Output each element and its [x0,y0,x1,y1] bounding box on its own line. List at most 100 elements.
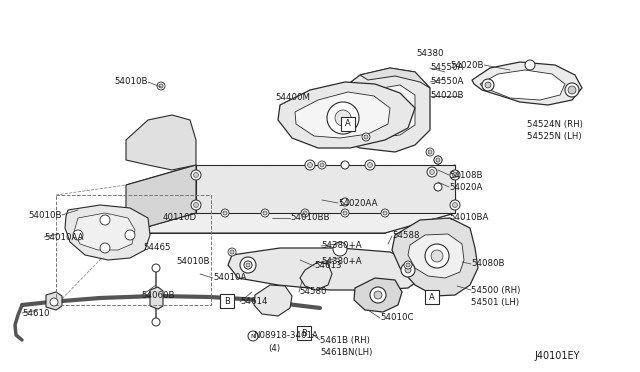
Circle shape [365,160,375,170]
Circle shape [191,170,201,180]
Circle shape [452,202,458,208]
Circle shape [261,209,269,217]
Circle shape [100,215,110,225]
Circle shape [405,267,411,273]
Circle shape [370,287,386,303]
Circle shape [301,209,309,217]
Text: 54580: 54580 [299,288,326,296]
Text: 54010BA: 54010BA [449,214,488,222]
Circle shape [333,242,347,256]
Polygon shape [196,165,455,213]
Circle shape [303,211,307,215]
Circle shape [248,331,258,341]
Circle shape [525,60,535,70]
Circle shape [244,261,252,269]
Text: 54010B: 54010B [115,77,148,87]
Circle shape [565,83,579,97]
Circle shape [431,250,443,262]
Text: 54010B: 54010B [176,257,209,266]
Text: 54020B: 54020B [451,61,484,70]
Polygon shape [126,213,455,233]
Polygon shape [195,165,455,185]
Text: 54500 (RH): 54500 (RH) [471,285,520,295]
Circle shape [335,110,351,126]
Circle shape [450,200,460,210]
Polygon shape [480,70,565,100]
Text: 54060B: 54060B [141,292,175,301]
Polygon shape [354,278,402,312]
Circle shape [152,264,160,272]
Text: 54010BB: 54010BB [290,214,330,222]
Circle shape [429,170,435,174]
Circle shape [428,150,432,154]
Polygon shape [74,213,135,250]
Text: 54613: 54613 [314,262,342,270]
Polygon shape [408,234,464,278]
Polygon shape [472,62,582,105]
Text: 54010AA: 54010AA [44,232,83,241]
Text: 54020AA: 54020AA [338,199,378,208]
Circle shape [73,230,83,240]
Text: N: N [251,334,255,339]
Polygon shape [300,262,332,290]
Circle shape [434,156,442,164]
Circle shape [374,291,382,299]
Polygon shape [126,185,385,233]
Bar [56,195,211,305]
Text: 5461B (RH): 5461B (RH) [320,336,370,344]
Circle shape [307,163,312,167]
Circle shape [191,200,201,210]
Circle shape [341,161,349,169]
Circle shape [381,209,389,217]
Text: 54400M: 54400M [275,93,310,103]
Bar [341,117,355,131]
Polygon shape [340,85,415,138]
Text: 54380: 54380 [416,48,444,58]
Bar [220,294,234,308]
Polygon shape [46,292,62,310]
Circle shape [223,211,227,215]
Circle shape [401,263,415,277]
Circle shape [404,261,412,269]
Circle shape [240,257,256,273]
Text: 5461BN(LH): 5461BN(LH) [320,347,372,356]
Circle shape [425,244,449,268]
Polygon shape [228,248,422,290]
Circle shape [230,250,234,254]
Circle shape [320,163,324,167]
Text: B: B [301,328,307,337]
Text: 54010B: 54010B [29,211,62,219]
Circle shape [482,79,494,91]
Polygon shape [325,68,430,152]
Polygon shape [278,82,415,148]
Circle shape [100,243,110,253]
Circle shape [450,170,460,180]
Polygon shape [392,218,478,296]
Text: 54108B: 54108B [449,170,483,180]
Text: 54550A: 54550A [430,64,463,73]
Text: B: B [224,296,230,305]
Text: 54524N (RH): 54524N (RH) [527,119,583,128]
Text: A: A [345,119,351,128]
Text: 54465: 54465 [143,244,170,253]
Circle shape [406,263,410,267]
Circle shape [341,198,349,206]
Text: 54020A: 54020A [449,183,483,192]
Text: 54614: 54614 [240,298,268,307]
Bar [297,326,311,340]
Text: N08918-3401A: N08918-3401A [253,331,318,340]
Polygon shape [65,205,150,260]
Circle shape [434,183,442,191]
Circle shape [341,121,349,129]
Circle shape [193,202,198,208]
Text: 40110D: 40110D [163,214,197,222]
Text: J40101EY: J40101EY [534,351,580,361]
Circle shape [305,160,315,170]
Circle shape [427,167,437,177]
Text: 54550A: 54550A [430,77,463,87]
Text: 54080B: 54080B [471,260,504,269]
Circle shape [343,211,347,215]
Circle shape [434,156,442,164]
Circle shape [452,173,458,177]
Circle shape [157,82,165,90]
